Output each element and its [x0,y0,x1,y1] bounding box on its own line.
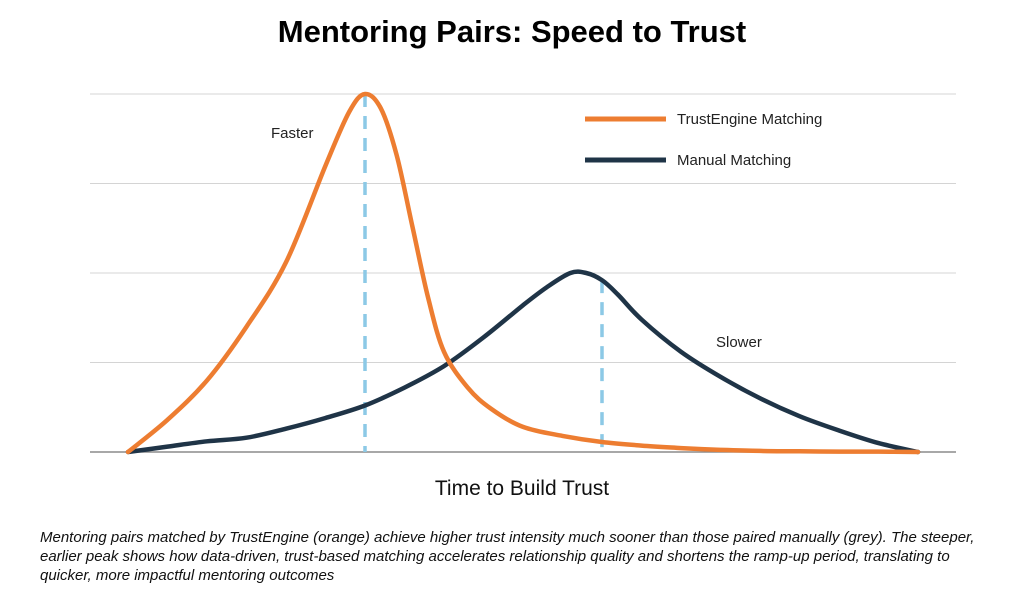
annotation-slower: Slower [716,334,762,351]
legend-label-manual: Manual Matching [677,152,791,169]
chart-canvas: Faster Slower TrustEngine Matching Manua… [90,91,956,500]
legend: TrustEngine Matching Manual Matching [585,111,822,169]
legend-label-trustengine: TrustEngine Matching [677,111,822,128]
grid-lines [90,93,956,453]
x-axis-label: Time to Build Trust [435,477,609,500]
peak-markers [363,94,604,452]
chart-title: Mentoring Pairs: Speed to Trust [277,14,747,49]
annotation-faster: Faster [271,125,314,142]
chart-caption: Mentoring pairs matched by TrustEngine (… [40,529,975,584]
series-line-manual [125,269,921,455]
series-line-trustengine [125,91,921,455]
series-lines [125,91,921,455]
annotations: Faster Slower [271,125,762,351]
